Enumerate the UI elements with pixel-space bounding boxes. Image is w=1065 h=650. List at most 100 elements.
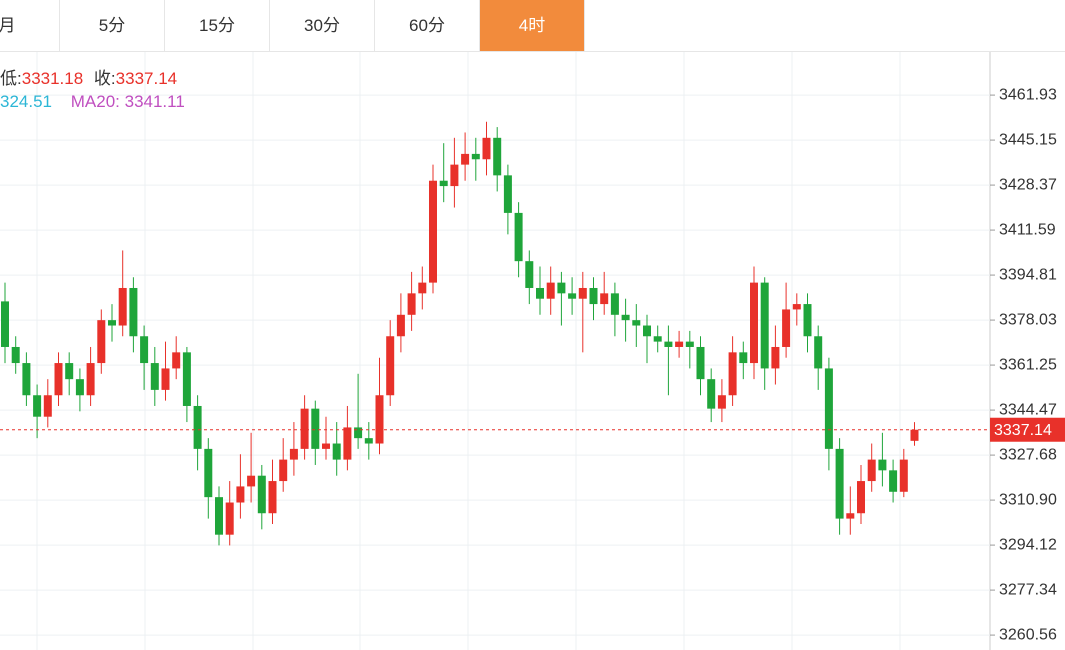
candle-body	[803, 304, 812, 337]
candle-body	[33, 395, 42, 417]
candle-body	[407, 293, 416, 315]
candle-body	[43, 395, 52, 417]
candle-body	[97, 320, 106, 364]
candle-body	[717, 395, 726, 409]
candle-body	[418, 282, 427, 294]
candle-body	[129, 287, 138, 337]
candle-body	[182, 352, 191, 406]
candle-body	[910, 429, 919, 441]
candle-body	[396, 314, 405, 337]
y-tick-label: 3277.34	[999, 581, 1057, 598]
candle-body	[450, 164, 459, 187]
tab[interactable]: 30分	[270, 0, 375, 51]
candle-body	[236, 486, 245, 503]
y-tick-label: 3428.37	[999, 176, 1057, 193]
candle-body	[140, 336, 149, 364]
candle-body	[771, 346, 780, 369]
candle-body	[664, 341, 673, 347]
candle-body	[1, 301, 9, 347]
y-tick-label: 3327.68	[999, 446, 1057, 463]
candle-body	[835, 448, 844, 519]
candle-body	[878, 459, 887, 471]
close-label: 收:	[93, 69, 116, 88]
candle-body	[653, 336, 662, 342]
candle-body	[867, 459, 876, 482]
tab[interactable]: 15分	[165, 0, 270, 51]
candle-body	[54, 363, 63, 396]
candle-body	[728, 352, 737, 396]
candle-body	[899, 459, 908, 492]
candle-body	[493, 137, 502, 176]
tab[interactable]: 5分	[60, 0, 165, 51]
candle-body	[792, 304, 801, 310]
candle-body	[621, 314, 630, 321]
candle-body	[161, 368, 170, 390]
candle-body	[546, 282, 555, 299]
candle-body	[322, 443, 330, 449]
candle-body	[257, 475, 266, 514]
y-tick-label: 3461.93	[999, 86, 1057, 103]
ma20-label: MA20:	[70, 92, 120, 111]
y-tick-label: 3310.90	[999, 491, 1057, 508]
candle-body	[889, 470, 898, 492]
candle-body	[675, 341, 684, 347]
candle-body	[11, 346, 20, 364]
candle-body	[557, 282, 566, 294]
candle-body	[439, 180, 448, 187]
candle-body	[814, 336, 823, 369]
candle-body	[279, 459, 288, 482]
candle-body	[204, 448, 213, 498]
candle-body	[600, 293, 609, 305]
candle-body	[247, 475, 256, 487]
candle-body	[685, 341, 694, 347]
y-tick-label: 3344.47	[999, 401, 1057, 418]
candle-body	[471, 153, 480, 160]
candle-body	[375, 395, 384, 444]
info-line-2: 324.51 MA20: 3341.11	[0, 92, 185, 112]
candle-body	[632, 320, 641, 326]
last-price-box	[990, 417, 1065, 442]
candle-body	[589, 287, 598, 305]
candle-body	[503, 175, 512, 213]
candle-body	[150, 363, 159, 390]
candle-body	[514, 212, 523, 262]
candle-body	[354, 427, 363, 439]
tab[interactable]: 4时	[480, 0, 585, 51]
candle-body	[108, 320, 116, 326]
candle-body	[172, 352, 181, 369]
low-value: 3331.18	[21, 69, 84, 88]
candle-body	[461, 153, 470, 165]
candle-body	[215, 497, 223, 535]
candle-body	[429, 180, 437, 283]
candle-body	[782, 309, 791, 347]
ma20-value: 3341.11	[124, 92, 185, 111]
y-tick-label: 3294.12	[999, 536, 1057, 553]
candle-body	[696, 346, 705, 380]
candle-body	[643, 325, 651, 337]
candle-body	[268, 481, 277, 514]
candle-body	[332, 443, 341, 460]
tab[interactable]: 60分	[375, 0, 480, 51]
candle-body	[739, 352, 748, 364]
close-value: 3337.14	[115, 69, 178, 88]
y-tick-label: 3445.15	[999, 131, 1057, 148]
candle-body	[75, 379, 84, 396]
candle-body	[289, 448, 298, 460]
candle-body	[536, 287, 544, 299]
low-label: 低:	[0, 69, 22, 88]
tab[interactable]: 月	[0, 0, 60, 51]
candle-body	[707, 379, 716, 409]
info-line-1: 低:3331.18 收:3337.14	[0, 64, 177, 89]
candle-body	[750, 282, 758, 364]
candle-body	[568, 293, 577, 299]
candle-body	[65, 363, 74, 380]
candle-body	[225, 502, 234, 535]
y-tick-label: 3361.25	[999, 356, 1057, 373]
candle-body	[193, 405, 202, 449]
candle-body	[857, 481, 865, 514]
candle-body	[525, 261, 534, 288]
candle-body	[86, 363, 95, 396]
candle-body	[300, 408, 309, 449]
